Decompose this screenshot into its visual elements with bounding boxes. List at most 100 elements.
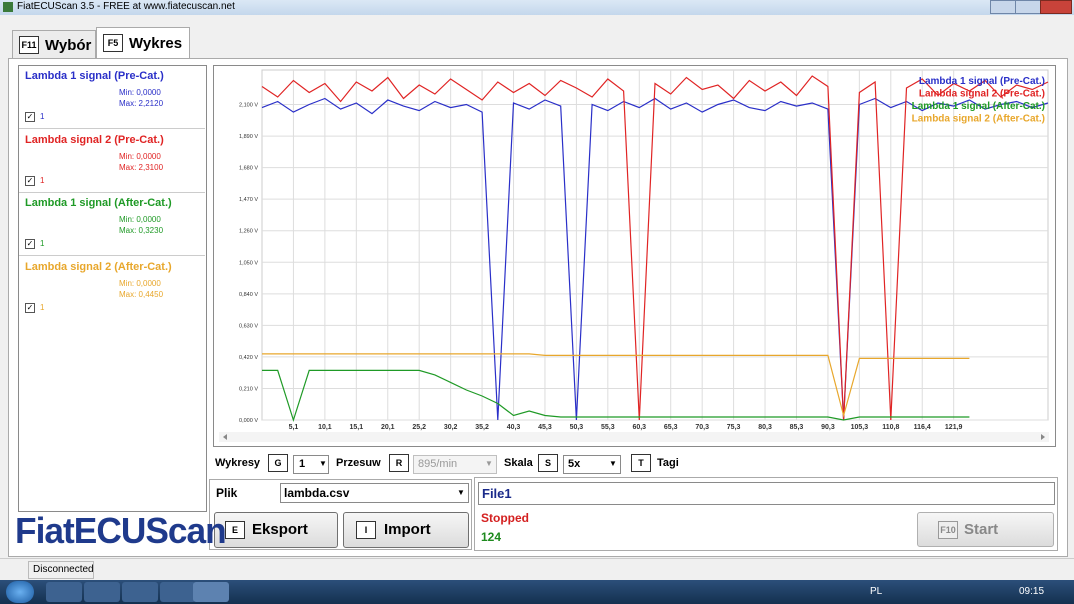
title-bar: FiatECUScan 3.5 - FREE at www.fiatecusca… (0, 0, 1074, 15)
status-bar: Disconnected (0, 558, 1074, 581)
start-button[interactable]: F10 Start (917, 512, 1054, 547)
signal-min: Min: 0,0000 (119, 88, 161, 97)
checkbox-label: 1 (40, 175, 45, 185)
tab[interactable]: F11 Wybór (12, 30, 96, 59)
y-tick-label: 0,420 V (239, 355, 258, 361)
status-cell (28, 561, 94, 579)
app-icon (3, 2, 13, 12)
session-state: Stopped (481, 511, 529, 525)
x-tick-label: 75,3 (727, 424, 741, 431)
key: I (356, 521, 376, 539)
y-tick-label: 1,260 V (239, 229, 258, 235)
dropdown[interactable]: 5x ▼ (563, 455, 621, 474)
task-icon[interactable] (160, 582, 196, 602)
y-tick-label: 1,890 V (239, 134, 258, 140)
task-icon[interactable] (122, 582, 158, 602)
series-line (262, 353, 970, 418)
signal-name: Lambda signal 2 (After-Cat.) (25, 260, 172, 273)
key[interactable]: T (631, 454, 651, 472)
checkbox[interactable]: ✓ (25, 112, 35, 122)
x-tick-label: 10,1 (318, 424, 332, 431)
signal-max: Max: 2,3100 (119, 162, 164, 172)
chart: 5,1 10,1 15,1 20,1 25,2 30,2 35,2 40,3 45,3 50,3 5… (219, 69, 1049, 442)
y-tick-label: 1,680 V (239, 166, 258, 172)
tab-label: Wybór (45, 37, 92, 54)
checkbox-label: 1 (40, 302, 45, 312)
y-tick-label: 1,470 V (239, 197, 258, 203)
legend-entry: Lambda 1 signal (After-Cat.) (912, 101, 1045, 112)
y-tick-label: 2,100 V (239, 103, 258, 109)
taskbar: PL 09:15 (0, 580, 1074, 604)
signal-list (18, 65, 207, 512)
close-button[interactable] (1040, 0, 1072, 14)
clock[interactable]: 09:15 (1019, 586, 1045, 597)
key: F10 (938, 521, 958, 539)
legend-entry: Lambda signal 2 (After-Cat.) (912, 114, 1045, 125)
checkbox[interactable]: ✓ (25, 239, 35, 249)
x-tick-label: 5,1 (289, 424, 299, 431)
key: R (389, 454, 409, 472)
x-tick-label: 45,3 (538, 424, 552, 431)
scrollbar (219, 432, 1049, 442)
signal-name: Lambda 1 signal (After-Cat.) (25, 197, 172, 209)
signal-min: Min: 0,0000 (119, 278, 161, 288)
label: Skala (504, 457, 533, 469)
x-tick-label: 25,2 (412, 424, 426, 431)
x-tick-label: 116,4 (914, 424, 931, 431)
label: Przesuw (336, 457, 381, 469)
x-tick-label: 85,3 (790, 424, 804, 431)
checkbox-label: 1 (40, 112, 45, 121)
import-button[interactable]: I Import (343, 512, 469, 548)
y-tick-label: 0,000 V (239, 418, 258, 424)
task-icon[interactable] (84, 582, 120, 602)
dropdown[interactable]: 1 ▼ (293, 455, 329, 474)
key: E (225, 521, 245, 539)
dropdown-value: 5x (568, 458, 581, 470)
x-tick-label: 65,3 (664, 424, 678, 431)
file-value: lambda.csv (284, 486, 350, 500)
series-line (261, 75, 1049, 421)
start-orb[interactable] (6, 581, 34, 603)
signal-max: Max: 2,2120 (119, 99, 164, 108)
x-tick-label: 55,3 (601, 424, 615, 431)
y-tick-label: 0,210 V (239, 386, 258, 392)
checkbox-label: 1 (40, 239, 45, 248)
x-tick-label: 90,3 (821, 424, 835, 431)
x-tick-label: 15,1 (350, 424, 364, 431)
x-tick-label: 40,3 (507, 424, 521, 431)
task-icon[interactable] (46, 582, 82, 602)
export-button[interactable]: E Eksport (214, 512, 338, 548)
checkbox[interactable]: ✓ (25, 302, 35, 313)
task-icon-active[interactable] (193, 582, 229, 602)
divider (19, 128, 205, 129)
x-tick-label: 20,1 (381, 424, 395, 431)
signal-min: Min: 0,0000 (119, 215, 161, 224)
session-group (474, 477, 1058, 551)
x-tick-label: 35,2 (475, 424, 489, 431)
signal-max: Max: 0,3230 (119, 226, 164, 235)
arrow: ▼ (609, 459, 617, 468)
maximize-button[interactable] (1015, 0, 1042, 14)
file-select[interactable]: lambda.csv ▼ (280, 483, 469, 503)
series-line (262, 369, 970, 422)
minimize-button[interactable] (990, 0, 1017, 14)
button-label: Start (964, 521, 999, 538)
signal-name: Lambda signal 2 (Pre-Cat.) (25, 133, 164, 146)
x-tick-label: 60,3 (632, 424, 646, 431)
divider (19, 255, 205, 256)
x-tick-label: 121,9 (945, 424, 963, 431)
x-tick-label: 70,3 (695, 424, 709, 431)
key: S (538, 454, 558, 472)
tab-key: F11 (19, 36, 39, 54)
tab-label: Wykres (129, 35, 183, 52)
language[interactable]: PL (870, 586, 883, 597)
dropdown-value: 1 (299, 458, 306, 470)
label: Wykresy (215, 457, 261, 469)
checkbox[interactable]: ✓ (25, 175, 35, 186)
y-tick-label: 0,840 V (239, 292, 258, 298)
legend-entry: Lambda 1 signal (Pre-Cat.) (919, 76, 1045, 87)
button-label: Eksport (252, 521, 308, 538)
key: G (268, 454, 288, 472)
tab-active[interactable]: F5 Wykres (96, 27, 190, 60)
